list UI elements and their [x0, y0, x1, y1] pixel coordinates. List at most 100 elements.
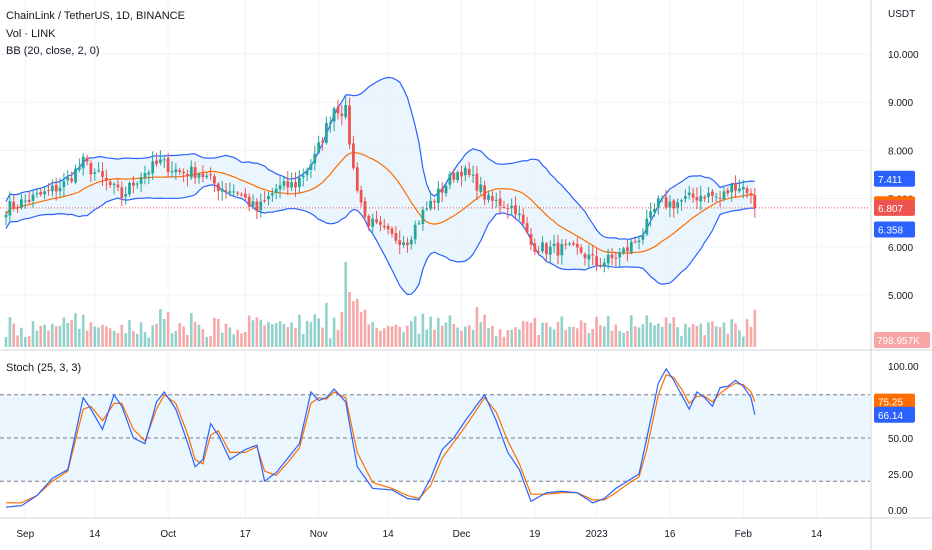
volume-bar: [572, 326, 575, 347]
time-axis[interactable]: Sep 14 Oct 17 Nov 14 Dec 19 2023 16 Feb 14: [16, 529, 822, 540]
candle: [548, 240, 552, 264]
candle-body: [263, 200, 266, 202]
candle-body: [579, 247, 583, 253]
candle: [355, 162, 359, 193]
volume-bar: [568, 326, 571, 347]
candle: [23, 194, 27, 209]
candle-body: [270, 193, 274, 196]
candle: [359, 185, 363, 207]
candle: [386, 223, 390, 235]
candle-body: [267, 195, 270, 200]
candle: [267, 192, 270, 206]
volume-bar: [236, 329, 239, 347]
volume-bar: [147, 337, 151, 347]
candle: [27, 191, 31, 205]
candle-body: [583, 253, 587, 259]
candle-body: [618, 252, 622, 258]
candle: [614, 251, 618, 267]
candle: [240, 192, 243, 197]
candle: [182, 168, 185, 182]
candle: [718, 191, 722, 208]
candle-body: [529, 233, 533, 245]
candle: [336, 99, 340, 120]
volume-bar: [120, 324, 124, 347]
symbol-title[interactable]: ChainLink / TetherUS, 1D, BINANCE: [6, 10, 185, 22]
candle-body: [85, 157, 89, 162]
candle: [74, 164, 77, 185]
candle-body: [54, 184, 58, 192]
volume-bar: [313, 314, 317, 347]
candle: [224, 183, 228, 199]
candle: [491, 191, 494, 209]
candlestick-series: [4, 95, 757, 273]
candle: [35, 188, 39, 198]
candle-body: [730, 184, 734, 193]
volume-bar: [213, 317, 216, 347]
candle-body: [402, 242, 405, 245]
candle: [112, 182, 116, 195]
candle-body: [236, 192, 239, 194]
candle: [155, 152, 158, 167]
volume-bar: [402, 332, 405, 347]
candle: [363, 196, 367, 222]
candle-body: [514, 205, 517, 215]
candle: [186, 169, 189, 187]
candle: [730, 182, 734, 202]
volume-bar: [502, 336, 506, 347]
candle-body: [622, 248, 625, 254]
candle-body: [753, 195, 757, 208]
candle: [220, 181, 224, 201]
volume-bar: [521, 320, 525, 347]
candle-body: [213, 176, 216, 184]
volume-bar: [70, 320, 73, 347]
candle-body: [363, 201, 367, 217]
candle: [738, 179, 741, 194]
candle: [529, 228, 533, 251]
candle-body: [460, 171, 463, 177]
volume-bar: [695, 325, 699, 347]
volume-bar: [645, 315, 649, 347]
bollinger-legend[interactable]: BB (20, close, 2, 0): [6, 45, 100, 57]
candle: [448, 171, 452, 190]
candle: [93, 168, 97, 181]
candle: [440, 181, 444, 203]
candle-body: [120, 187, 124, 198]
candle: [753, 188, 757, 218]
volume-bar: [703, 335, 706, 347]
stochastic-k-tag-bg: [874, 406, 915, 423]
candle-body: [745, 188, 749, 193]
volume-legend[interactable]: Vol · LINK: [6, 28, 56, 40]
candle: [174, 163, 178, 180]
volume-bar: [579, 320, 583, 347]
candle-body: [610, 254, 614, 259]
volume-bar: [429, 316, 432, 347]
candle: [274, 183, 278, 200]
candle: [626, 240, 629, 262]
candle-body: [645, 218, 649, 235]
stochastic-legend[interactable]: Stoch (25, 3, 3): [6, 362, 82, 374]
volume-bar: [85, 330, 89, 347]
volume-bar: [178, 323, 181, 347]
candle: [116, 179, 120, 192]
candle: [205, 172, 209, 180]
volume-bar: [128, 320, 131, 347]
candle: [301, 168, 305, 187]
stochastic-tick-label: 25.00: [888, 470, 913, 481]
candle-body: [147, 172, 151, 175]
candle-body: [409, 239, 413, 245]
candle-body: [749, 193, 753, 196]
candle-body: [247, 196, 251, 207]
volume-bar: [251, 320, 255, 347]
candle: [344, 95, 348, 120]
candle: [537, 245, 541, 256]
candle: [745, 185, 749, 199]
candle: [270, 188, 274, 202]
candle: [379, 216, 382, 232]
candle-body: [703, 196, 707, 199]
candle-body: [533, 243, 537, 252]
candle-body: [16, 207, 19, 209]
candle-body: [637, 240, 641, 243]
candle-body: [282, 181, 286, 186]
